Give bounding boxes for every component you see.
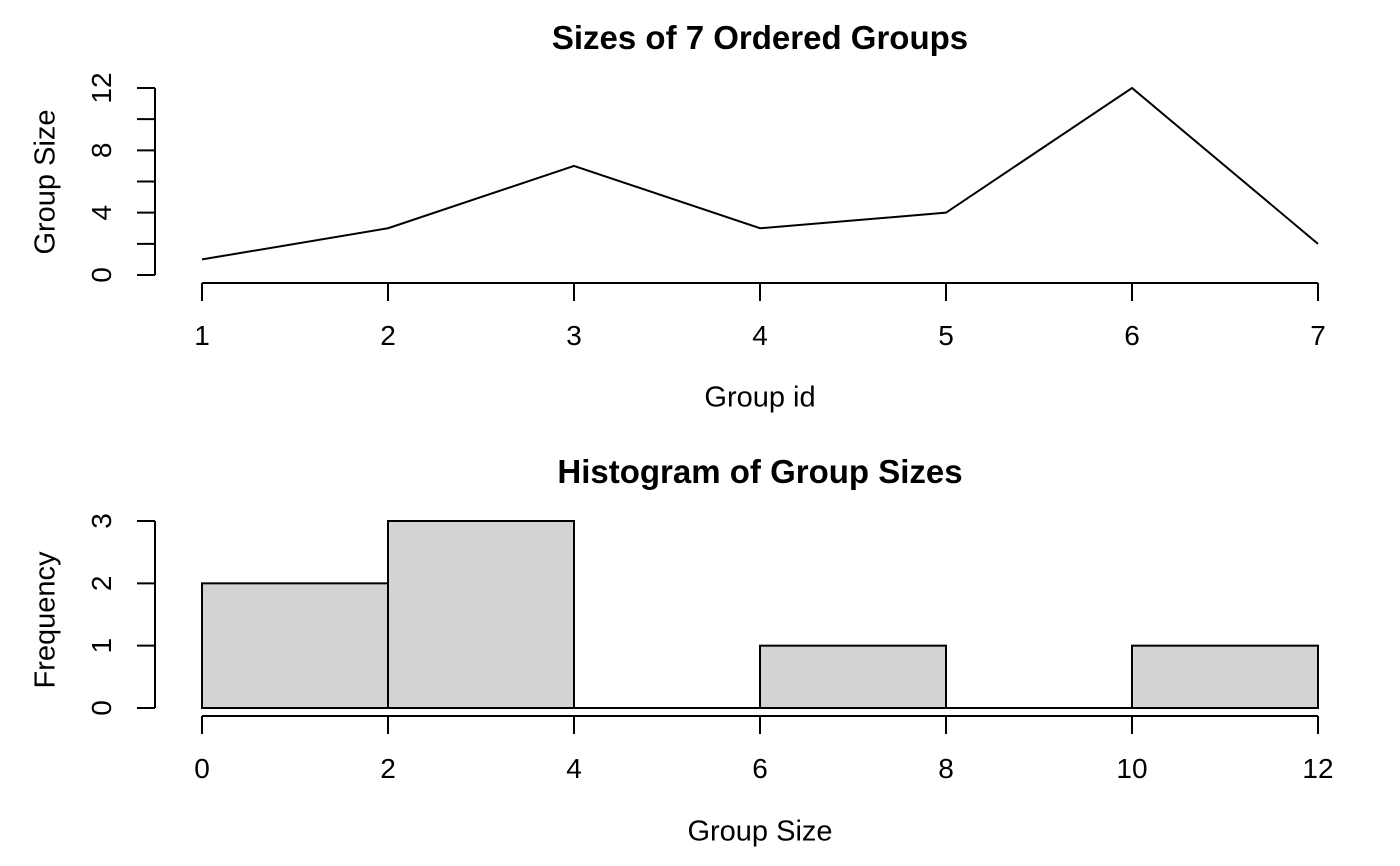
x-tick-label: 2 xyxy=(380,753,396,784)
histogram-y-axis-title: Frequency xyxy=(29,551,62,689)
histogram-title: Histogram of Group Sizes xyxy=(557,453,963,490)
line-chart-y-axis-title: Group Size xyxy=(29,109,62,255)
histogram-bar xyxy=(1131,644,1319,710)
y-tick-label: 1 xyxy=(86,638,117,654)
x-tick-label: 6 xyxy=(1124,320,1140,351)
x-tick-label: 1 xyxy=(194,320,210,351)
histogram-bar xyxy=(759,644,947,710)
histogram-bar xyxy=(387,520,575,709)
x-tick-label: 10 xyxy=(1116,753,1147,784)
x-tick-label: 8 xyxy=(938,753,954,784)
x-tick-label: 3 xyxy=(566,320,582,351)
y-tick-label: 8 xyxy=(86,143,117,159)
histogram-bar xyxy=(201,582,389,709)
y-tick-label: 12 xyxy=(86,72,117,103)
y-tick-label: 0 xyxy=(86,700,117,716)
y-tick-label: 0 xyxy=(86,267,117,283)
y-tick-label: 3 xyxy=(86,513,117,529)
x-tick-label: 7 xyxy=(1310,320,1326,351)
x-tick-label: 0 xyxy=(194,753,210,784)
x-tick-label: 4 xyxy=(566,753,582,784)
x-tick-label: 4 xyxy=(752,320,768,351)
line-chart-x-axis-title: Group id xyxy=(704,381,816,414)
line-chart-title: Sizes of 7 Ordered Groups xyxy=(551,19,969,56)
x-tick-label: 12 xyxy=(1302,753,1333,784)
y-tick-label: 2 xyxy=(86,576,117,592)
x-tick-label: 2 xyxy=(380,320,396,351)
group-size-line xyxy=(201,86,1319,261)
y-tick-label: 4 xyxy=(86,205,117,221)
x-tick-label: 5 xyxy=(938,320,954,351)
histogram-x-axis-title: Group Size xyxy=(687,815,833,848)
x-tick-label: 6 xyxy=(752,753,768,784)
